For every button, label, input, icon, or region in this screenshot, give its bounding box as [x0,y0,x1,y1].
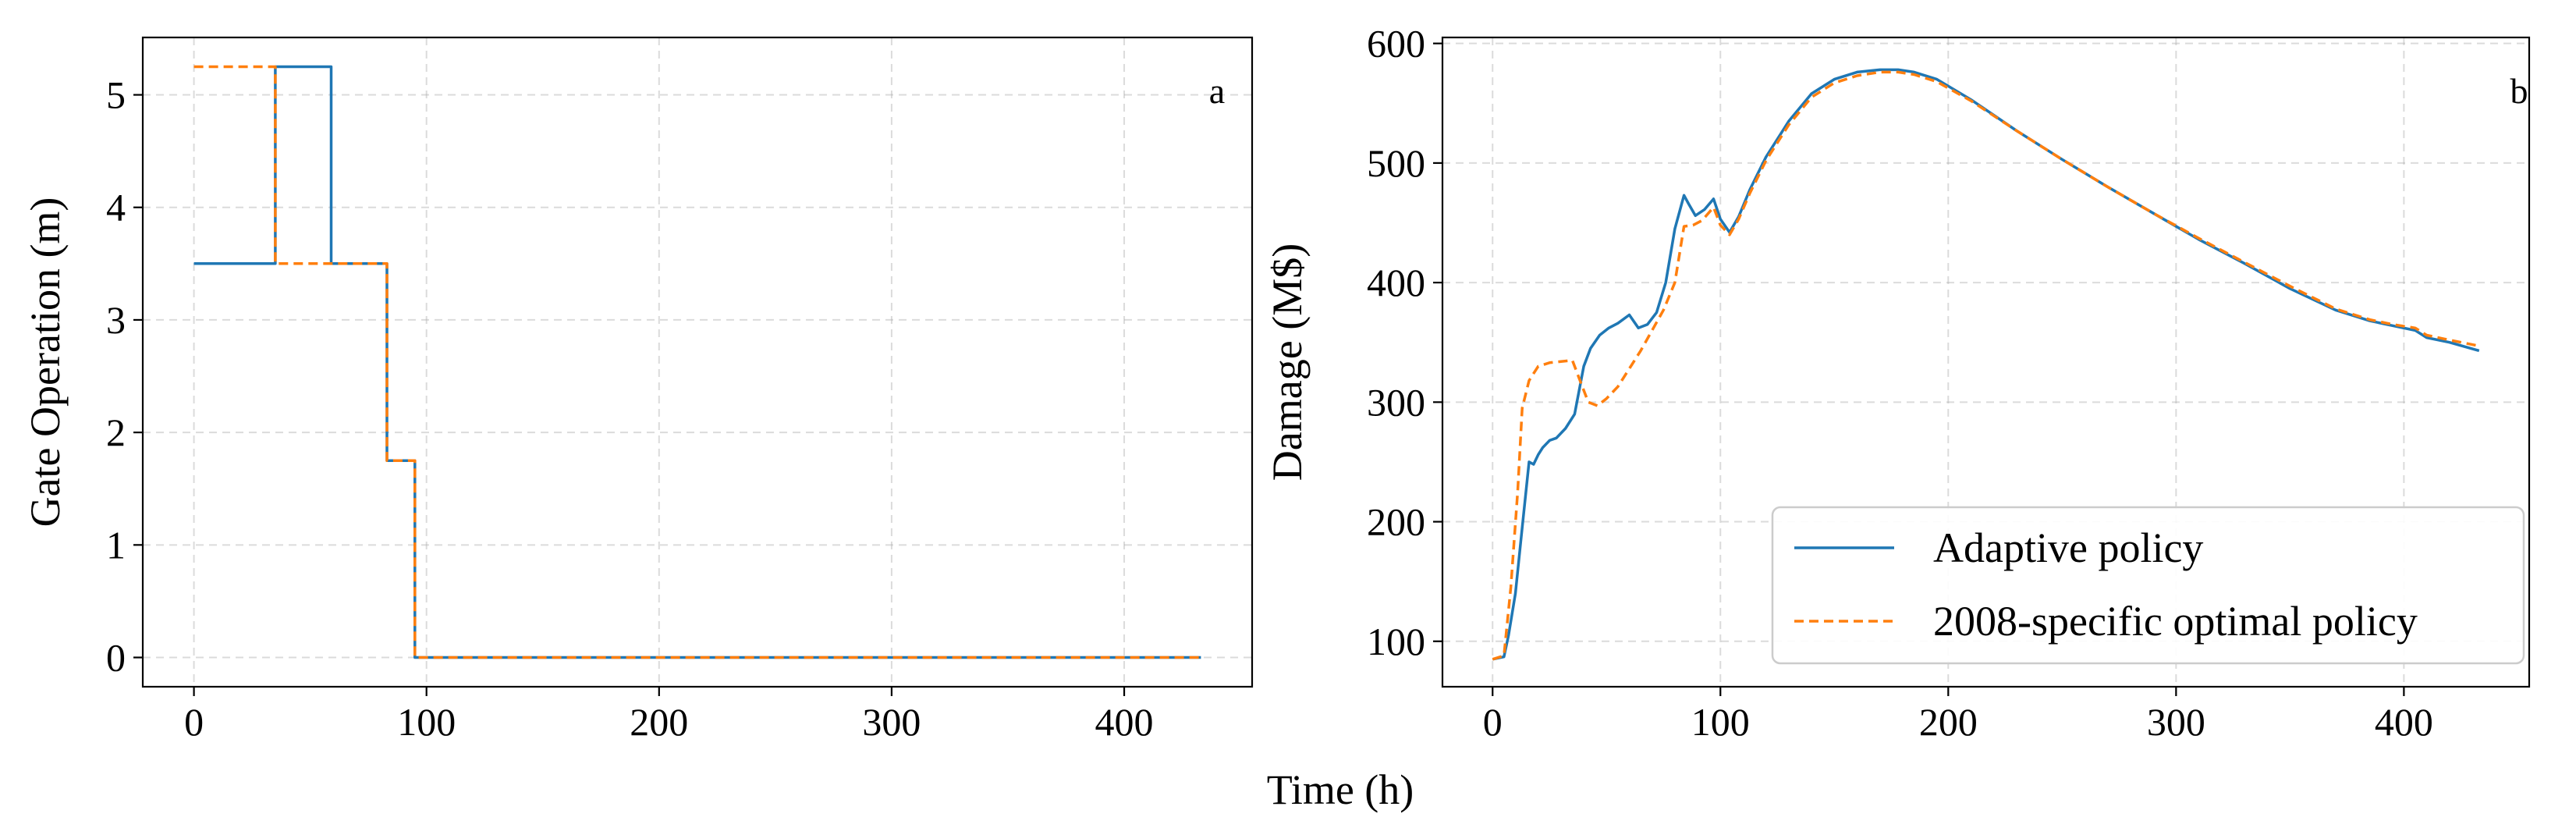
shared-x-axis-label: Time (h) [1267,766,1414,813]
panel-b-series [1492,68,2480,661]
panel-b-y-tick-label: 200 [1367,500,1425,544]
panel-a-ylabel: Gate Operation (m) [22,197,69,528]
panel-a-y-tick-label: 1 [106,523,126,567]
legend: Adaptive policy 2008-specific optimal po… [1771,506,2525,665]
panel-a-x-tick-label: 100 [397,700,456,744]
panel-b-y-tick-label: 300 [1367,380,1425,424]
panel-b-x-tick-label: 0 [1483,700,1503,744]
panel-b-x-tick-label: 100 [1691,700,1750,744]
panel-a-series [193,65,1201,659]
panel-b-y-tick-label: 500 [1367,141,1425,185]
panel-a-label: a [1209,71,1225,111]
panel-b-y-tick-label: 600 [1367,22,1425,66]
panel-b-x-tick-label: 200 [1919,700,1978,744]
panel-a-gate-operation-chart: 0 100 200 300 400 0 1 2 3 4 5 a Gate Operation (m) [22,36,1254,744]
panel-a-grid [143,37,1252,687]
panel-a-frame [141,36,1254,688]
panel-a-y-tick-label: 0 [106,636,126,680]
legend-box [1771,506,2525,665]
panel-a-x-tick-label: 300 [862,700,921,744]
panel-a-y-tick-label: 2 [106,410,126,454]
panel-a-adaptive-policy-line [193,65,1201,659]
panel-a-x-tick-label: 200 [630,700,688,744]
panel-a-y-tick-label: 4 [106,186,126,229]
panel-a-y-tick-label: 5 [106,73,126,117]
legend-specific-label: 2008-specific optimal policy [1933,598,2418,645]
panel-b-x-tick-label: 400 [2375,700,2433,744]
panel-b-ticks: 0 100 200 300 400 100 200 300 400 500 600 [1367,22,2433,744]
panel-b-label: b [2510,71,2528,111]
panel-a-y-tick-label: 3 [106,298,126,342]
panel-b-y-tick-label: 100 [1367,620,1425,663]
panel-b-y-tick-label: 400 [1367,261,1425,304]
panel-a-specific-policy-line [193,65,1201,659]
panel-b-x-tick-label: 300 [2147,700,2205,744]
panel-b-damage-chart: 0 100 200 300 400 100 200 300 400 500 600 b Damage… [1264,22,2531,744]
panel-a-x-tick-label: 400 [1095,700,1154,744]
panel-b-frame [1441,36,2531,688]
panel-a-x-tick-label: 0 [184,700,204,744]
legend-adaptive-label: Adaptive policy [1933,524,2203,571]
panel-a-ticks: 0 100 200 300 400 0 1 2 3 4 5 [106,73,1154,744]
panel-b-specific-policy-line [1492,70,2480,661]
panel-b-ylabel: Damage (M$) [1264,243,1311,481]
